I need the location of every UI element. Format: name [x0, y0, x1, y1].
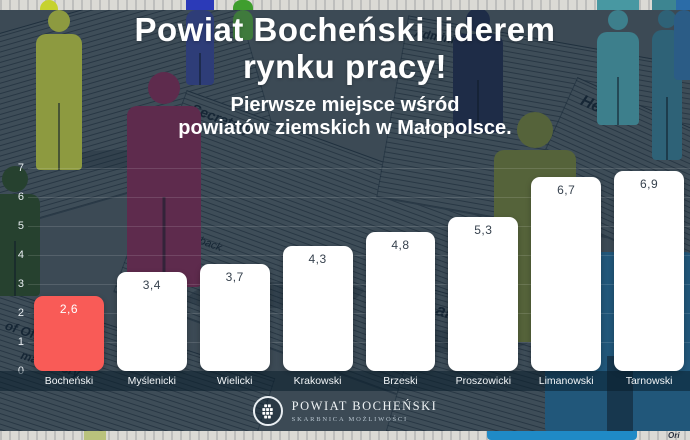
- category-label: Myślenicki: [127, 375, 177, 387]
- bar-value-label: 3,7: [225, 270, 244, 284]
- bright-figure-bit: [186, 0, 214, 10]
- gridline: [28, 255, 690, 256]
- figure-head: [517, 112, 553, 148]
- bar-value-label: 6,7: [557, 183, 576, 197]
- category-label: Limanowski: [538, 375, 594, 387]
- person-figure: [233, 10, 253, 40]
- bright-figure-bit: [676, 0, 690, 10]
- photo-strip-top: [0, 0, 690, 10]
- y-tick-label: 5: [17, 220, 24, 232]
- bar: 6,7: [531, 177, 602, 371]
- category-label: Proszowicki: [455, 375, 512, 387]
- figure-body: [233, 10, 253, 40]
- bar-value-label: 4,8: [391, 238, 410, 252]
- person-figure: [127, 72, 201, 287]
- bright-figure-bit: [487, 431, 637, 440]
- bar-value-label: 3,4: [142, 278, 161, 292]
- figure-head: [2, 166, 28, 192]
- figure-legs-gap: [162, 197, 166, 287]
- figure-head: [148, 72, 180, 104]
- title-line-2: rynku pracy!: [242, 47, 448, 85]
- title-line-1: Powiat Bocheński liderem: [134, 11, 556, 48]
- figure-head: [466, 8, 490, 32]
- y-tick-label: 4: [17, 249, 24, 261]
- logo-tagline: SKARBNICA MOŻLIWOŚCI: [291, 416, 409, 423]
- bar: 3,7: [199, 264, 270, 371]
- figure-legs-gap: [666, 97, 668, 160]
- bar: 2,6: [34, 296, 104, 371]
- category-label: Tarnowski: [625, 375, 673, 387]
- subtitle-line-1: Pierwsze miejsce wśród: [230, 94, 460, 116]
- gridline: [28, 226, 690, 227]
- gridline: [28, 313, 690, 314]
- category-label: Bocheński: [44, 375, 94, 387]
- y-tick-label: 6: [17, 191, 24, 203]
- bright-figure-bit: [233, 0, 253, 10]
- waffle-grid-icon: [262, 403, 273, 418]
- y-tick-label: 7: [17, 162, 24, 174]
- bar-column: 4,3: [282, 168, 353, 371]
- figure-body: [0, 194, 40, 296]
- bar-chart: 2,6 3,4 3,7 4,3 4,8 5,3 6,7 6,9: [34, 168, 684, 371]
- bar: 6,9: [614, 171, 684, 371]
- bar-value-label: 4,3: [308, 252, 327, 266]
- figure-head: [48, 10, 70, 32]
- bar-column: 3,7: [199, 168, 270, 371]
- bar-column: 4,8: [365, 168, 436, 371]
- figure-body: [674, 10, 690, 80]
- figure-legs-gap: [58, 103, 60, 170]
- bar-column: 6,9: [614, 168, 684, 371]
- category-label: Krakowski: [293, 375, 342, 387]
- bar-value-label: 2,6: [59, 302, 79, 316]
- person-figure: [0, 166, 40, 296]
- figure-legs-gap: [477, 80, 479, 133]
- footer-logo: POWIAT BOCHEŃSKI SKARBNICA MOŻLIWOŚCI: [0, 392, 690, 430]
- bright-figure-bit: [84, 431, 106, 440]
- person-figure: [186, 10, 214, 85]
- figure-head: [658, 10, 676, 28]
- logo-circle: [252, 396, 283, 426]
- photo-strip-bottom: Ori: [0, 431, 690, 440]
- bar-column: 3,4: [116, 168, 187, 371]
- figure-legs-gap: [199, 53, 201, 85]
- bar-column: 5,3: [448, 168, 519, 371]
- bar-column: 6,7: [531, 168, 602, 371]
- bar: 4,3: [282, 246, 353, 371]
- gridline: [28, 284, 690, 285]
- poster-subtitle: Pierwsze miejsce wśród powiatów ziemskic…: [0, 94, 690, 140]
- bright-figure-bit: [652, 0, 682, 10]
- poster-title: Powiat Bocheński liderem rynku pracy!: [0, 11, 690, 86]
- gridline: [28, 342, 690, 343]
- bar-value-label: 6,9: [639, 177, 659, 191]
- y-tick-label: 1: [17, 336, 24, 348]
- y-tick-label: 3: [17, 278, 24, 290]
- bar: 3,4: [116, 272, 187, 371]
- person-figure: [674, 10, 690, 80]
- logo-name: POWIAT BOCHEŃSKI: [291, 399, 438, 413]
- category-label: Brzeski: [383, 375, 418, 387]
- figure-legs-gap: [14, 241, 16, 296]
- bar: 5,3: [448, 217, 519, 371]
- gridline: [28, 168, 690, 169]
- figure-legs-gap: [617, 77, 619, 125]
- newspaper-headline: Ori: [668, 431, 680, 440]
- bar-value-label: 5,3: [474, 223, 493, 237]
- gridline: [28, 197, 690, 198]
- y-tick-label: 2: [17, 307, 24, 319]
- person-figure: [597, 10, 639, 125]
- category-label-band: [0, 371, 690, 391]
- person-figure: [453, 8, 503, 133]
- bright-figure-bit: [40, 0, 58, 10]
- category-label: Wielicki: [216, 375, 253, 387]
- bar: 4,8: [365, 232, 436, 371]
- figure-head: [608, 10, 628, 30]
- person-figure: [36, 10, 82, 170]
- bright-figure-bit: [597, 0, 639, 10]
- category-labels: Bocheński Myślenicki Wielicki Krakowski Brze…: [34, 373, 684, 390]
- subtitle-line-2: powiatów ziemskich w Małopolsce.: [178, 117, 512, 139]
- bar-column: 2,6: [34, 168, 104, 371]
